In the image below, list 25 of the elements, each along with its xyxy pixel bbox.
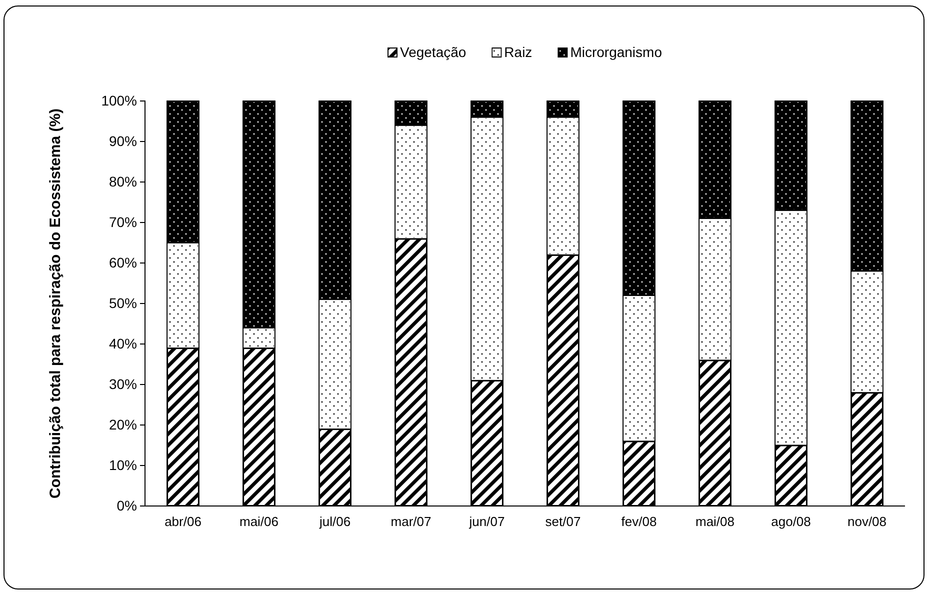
legend-label: Microrganismo <box>570 44 662 60</box>
y-tick-label: 40% <box>108 335 137 352</box>
x-tick-label: mai/08 <box>695 514 735 529</box>
y-tick-label: 30% <box>108 376 137 392</box>
y-axis-title: Contribuição total para respiração do Ecossistema (%) <box>47 108 64 499</box>
y-tick-label: 60% <box>108 254 137 270</box>
x-tick-label: ago/08 <box>771 514 811 529</box>
x-tick-label: mai/06 <box>239 514 279 529</box>
y-tick-label: 100% <box>101 92 137 108</box>
y-tick-label: 20% <box>108 416 137 432</box>
x-tick-label: abr/06 <box>164 514 202 529</box>
x-tick-label: set/07 <box>545 514 581 529</box>
y-tick-label: 70% <box>108 214 137 230</box>
x-tick-label: jul/06 <box>318 514 351 529</box>
y-tick-label: 0% <box>116 497 137 514</box>
y-tick-label: 10% <box>108 456 137 473</box>
x-tick-label: fev/08 <box>621 514 657 529</box>
y-tick-label: 50% <box>108 294 137 311</box>
legend-label: Raiz <box>504 44 532 60</box>
x-tick-label: jun/07 <box>468 514 505 529</box>
y-tick-label: 90% <box>108 132 137 149</box>
x-tick-label: mar/07 <box>390 514 432 529</box>
legend-label: Vegetação <box>400 44 466 60</box>
x-tick-label: nov/08 <box>847 514 887 529</box>
y-tick-label: 80% <box>108 173 137 190</box>
